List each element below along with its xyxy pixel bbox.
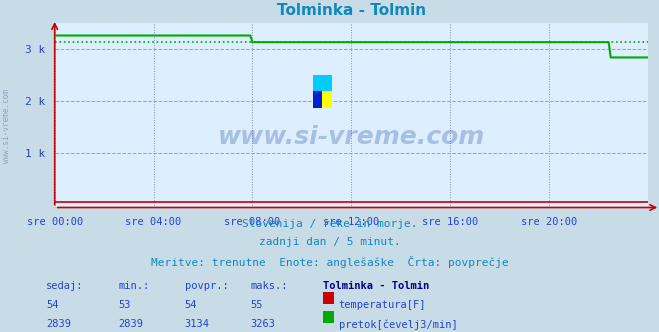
Text: 3134: 3134	[185, 319, 210, 329]
Text: 54: 54	[46, 300, 59, 310]
Text: Meritve: trenutne  Enote: anglešaške  Črta: povprečje: Meritve: trenutne Enote: anglešaške Črta…	[151, 256, 508, 268]
Title: Tolminka - Tolmin: Tolminka - Tolmin	[277, 3, 426, 18]
Text: maks.:: maks.:	[250, 281, 288, 290]
Bar	[313, 75, 332, 108]
Text: zadnji dan / 5 minut.: zadnji dan / 5 minut.	[258, 237, 401, 247]
Text: min.:: min.:	[119, 281, 150, 290]
Text: Tolminka - Tolmin: Tolminka - Tolmin	[323, 281, 429, 290]
Text: temperatura[F]: temperatura[F]	[339, 300, 426, 310]
Bar	[322, 91, 332, 108]
Bar	[313, 91, 322, 108]
Text: 54: 54	[185, 300, 197, 310]
Text: povpr.:: povpr.:	[185, 281, 228, 290]
Text: 2839: 2839	[119, 319, 144, 329]
Text: 2839: 2839	[46, 319, 71, 329]
Text: www.si-vreme.com: www.si-vreme.com	[2, 89, 11, 163]
Text: sedaj:: sedaj:	[46, 281, 84, 290]
Text: www.si-vreme.com: www.si-vreme.com	[217, 125, 485, 149]
Text: 53: 53	[119, 300, 131, 310]
Text: 3263: 3263	[250, 319, 275, 329]
Text: Slovenija / reke in morje.: Slovenija / reke in morje.	[242, 219, 417, 229]
Text: pretok[čevelj3/min]: pretok[čevelj3/min]	[339, 319, 457, 330]
Text: 55: 55	[250, 300, 263, 310]
